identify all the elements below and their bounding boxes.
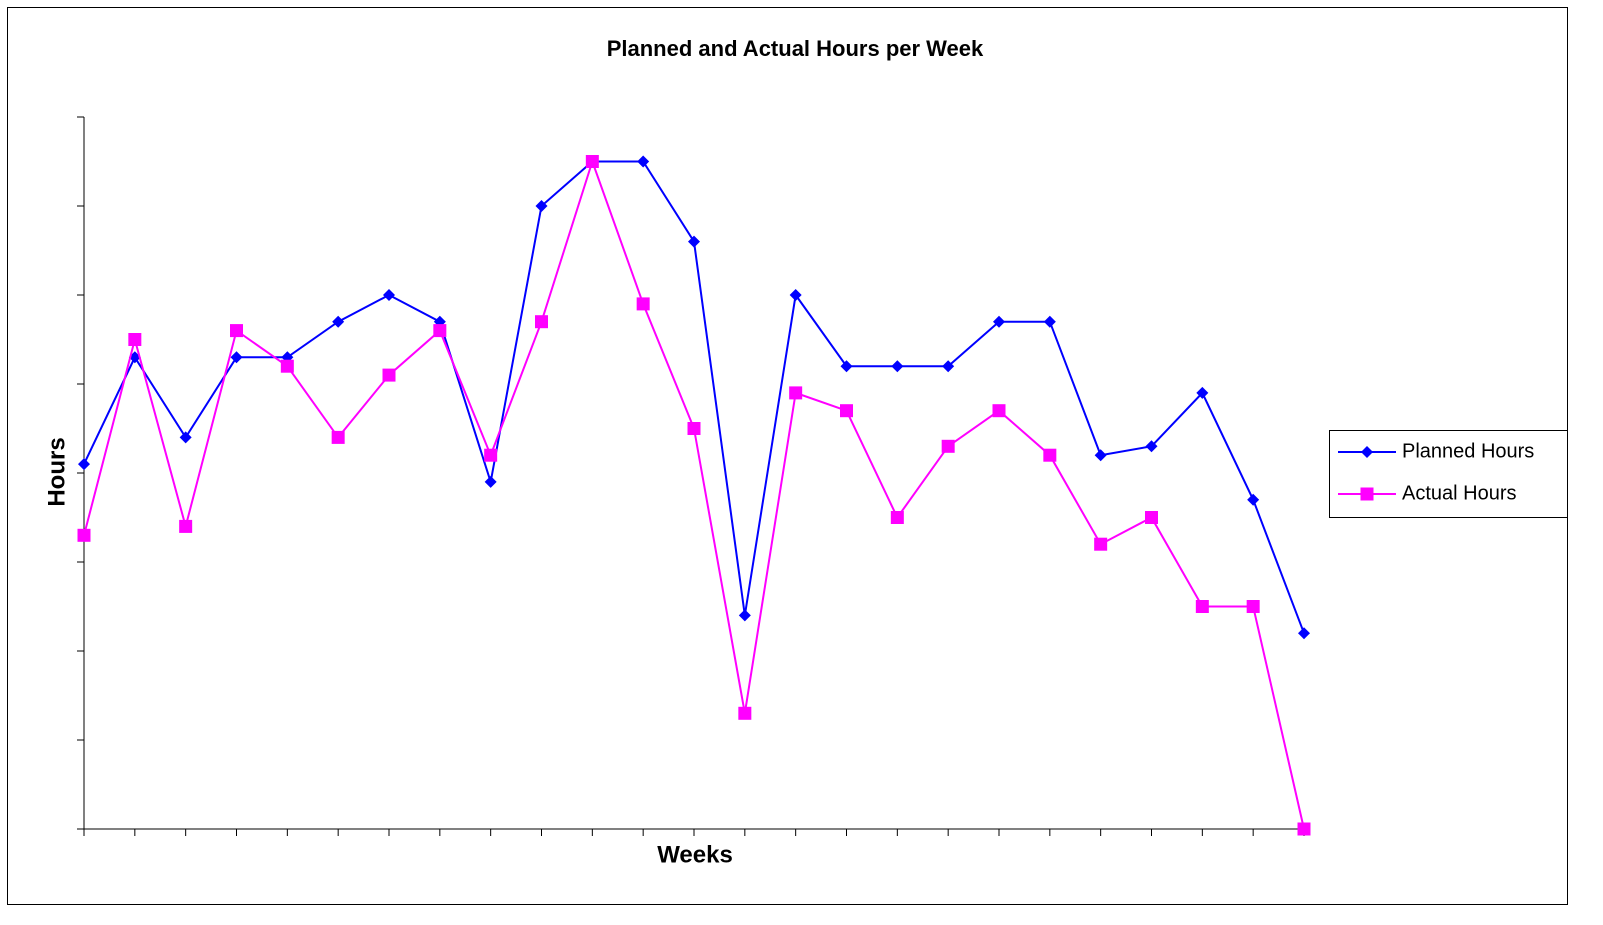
- data-point: [332, 315, 345, 328]
- data-point: [382, 368, 396, 382]
- data-point: [535, 315, 548, 329]
- data-point: [331, 430, 345, 444]
- data-point: [993, 315, 1005, 328]
- data-point: [230, 351, 243, 364]
- data-point: [1297, 822, 1311, 836]
- data-point: [738, 609, 751, 622]
- data-point: [585, 155, 599, 168]
- data-point: [128, 333, 142, 346]
- y-axis-label: Hours: [43, 437, 70, 506]
- data-point: [687, 422, 701, 435]
- data-point: [535, 200, 548, 212]
- data-point: [230, 324, 243, 338]
- x-axis-label: Weeks: [657, 841, 733, 868]
- data-point: [179, 431, 192, 444]
- legend-label: Planned Hours: [1402, 440, 1534, 462]
- chart-border: [7, 7, 1568, 905]
- legend-marker: [1361, 446, 1373, 458]
- data-point: [688, 235, 700, 248]
- data-point: [1298, 627, 1310, 640]
- data-point: [1247, 493, 1260, 506]
- data-point: [636, 297, 650, 311]
- data-point: [1043, 448, 1057, 462]
- data-point: [433, 324, 447, 338]
- data-point: [1145, 511, 1158, 524]
- data-point: [992, 404, 1006, 418]
- data-point: [1196, 386, 1209, 399]
- data-point: [484, 448, 498, 462]
- data-point: [738, 706, 752, 720]
- data-point: [1246, 600, 1260, 613]
- data-point: [484, 475, 497, 488]
- legend-box: [1329, 430, 1568, 518]
- data-point: [179, 519, 193, 533]
- data-point: [840, 404, 853, 418]
- data-point: [840, 360, 853, 373]
- data-point: [280, 359, 294, 373]
- data-point: [1094, 449, 1107, 462]
- data-point: [942, 360, 955, 373]
- data-point: [890, 511, 904, 524]
- data-point: [1094, 537, 1108, 551]
- data-point: [1043, 315, 1056, 328]
- data-point: [891, 360, 904, 373]
- data-point: [77, 528, 91, 542]
- data-point: [78, 458, 90, 471]
- chart-title: Planned and Actual Hours per Week: [607, 36, 984, 61]
- data-point: [789, 386, 803, 400]
- data-point: [941, 439, 955, 453]
- data-point: [1145, 440, 1158, 453]
- data-point: [789, 289, 802, 301]
- legend-label: Actual Hours: [1402, 482, 1517, 504]
- legend-marker: [1360, 487, 1374, 501]
- data-point: [637, 155, 650, 168]
- data-point: [383, 289, 395, 301]
- data-point: [1195, 600, 1209, 613]
